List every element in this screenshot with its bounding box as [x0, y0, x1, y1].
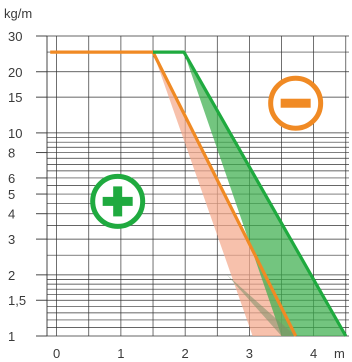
- y-tick-label: 3: [8, 232, 15, 247]
- band-overlap: [226, 274, 296, 336]
- x-tick-label: 2: [182, 346, 189, 361]
- x-axis-unit-label: m: [334, 346, 345, 361]
- y-tick-label: 2: [8, 268, 15, 283]
- y-tick-label: 1: [8, 329, 15, 344]
- y-tick-label: 4: [8, 207, 15, 222]
- x-tick-label: 0: [53, 346, 60, 361]
- minus-icon: [268, 75, 324, 131]
- y-tick-label: 5: [8, 187, 15, 202]
- symbol-bar-horizontal: [280, 98, 311, 108]
- y-tick-label: 20: [8, 65, 22, 80]
- x-tick-label: 4: [310, 346, 317, 361]
- x-tick-label: 1: [117, 346, 124, 361]
- annotations: [90, 75, 324, 229]
- y-tick-label: 6: [8, 171, 15, 186]
- y-tick-label: 15: [8, 90, 22, 105]
- plus-icon: [90, 173, 146, 229]
- axis-labels: kg/m m 1 1,5 2 3 4 56 8 10 15 20 30 0 1 2 3 4: [4, 6, 345, 361]
- series-line-green: [153, 50, 348, 337]
- series-lines: [50, 50, 348, 337]
- y-tick-label: 1,5: [8, 293, 26, 308]
- y-tick-label: 10: [8, 126, 22, 141]
- y-axis-unit-label: kg/m: [4, 6, 32, 21]
- x-tick-label: 3: [246, 346, 253, 361]
- symbol-bar-vertical: [113, 186, 123, 217]
- y-tick-label: 8: [8, 146, 15, 161]
- y-tick-label: 30: [8, 29, 22, 44]
